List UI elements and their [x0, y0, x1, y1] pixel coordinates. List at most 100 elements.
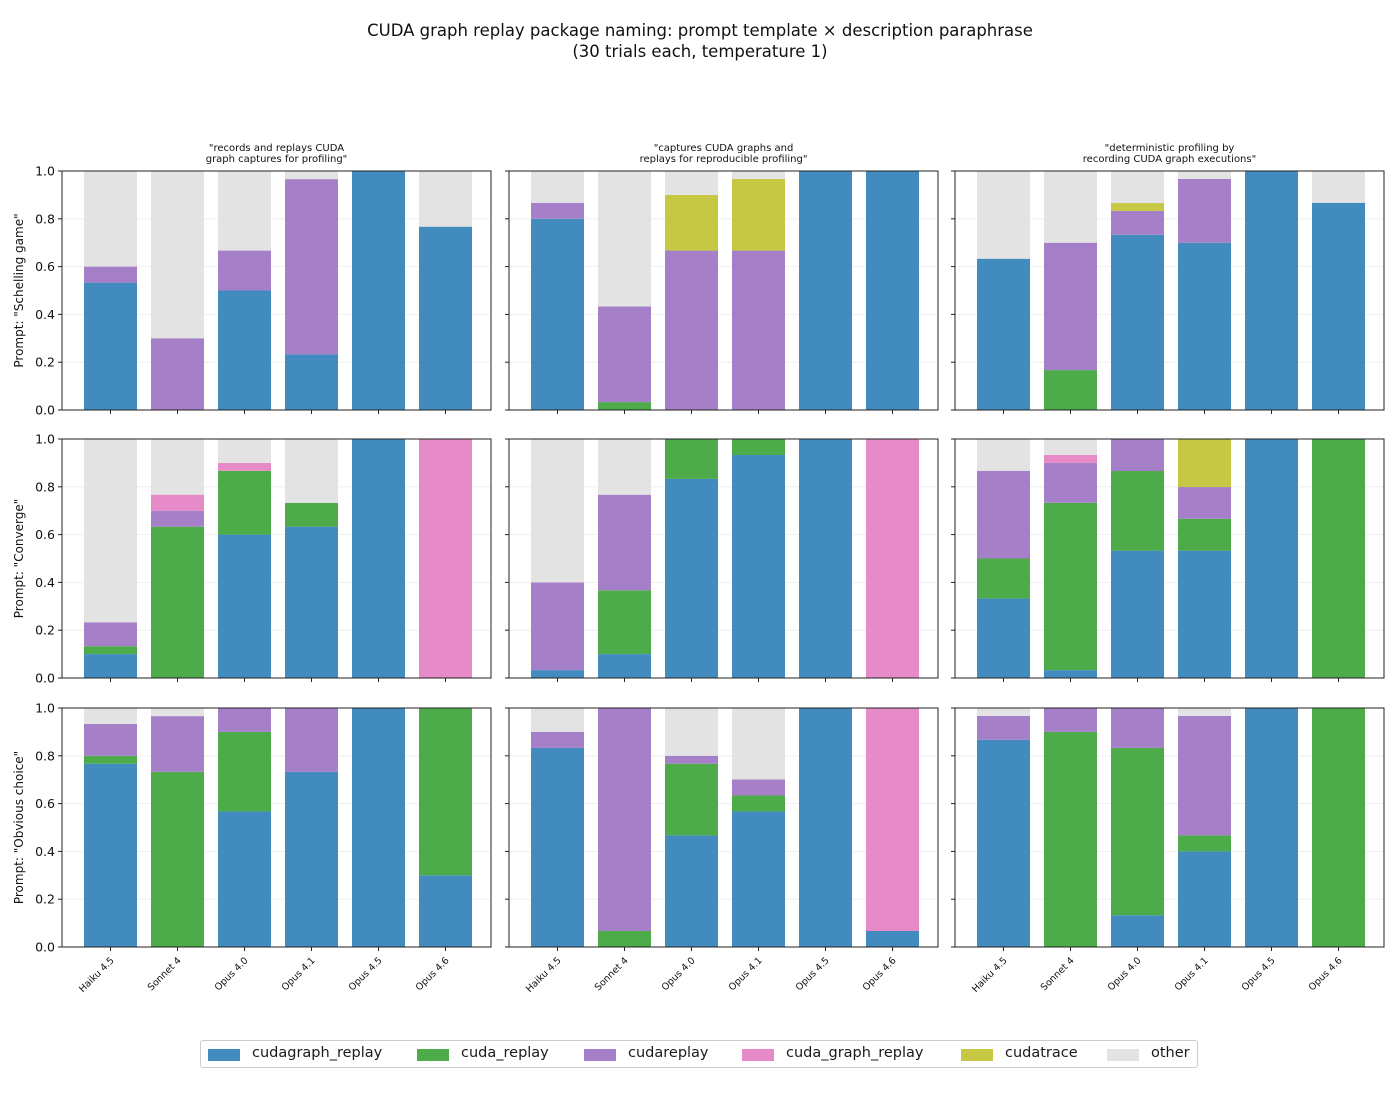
- bar-segment-other: [1312, 171, 1365, 203]
- panel-frame: [61, 438, 492, 679]
- bar-segment-cuda-replay: [285, 502, 338, 527]
- bar-segment-cudagraph-replay: [531, 747, 584, 947]
- bar-segment-cudagraph-replay: [1111, 234, 1164, 410]
- bar-segment-cuda-replay: [84, 755, 137, 764]
- bar-segment-cudareplay: [598, 306, 651, 403]
- chart-subtitle: (30 trials each, temperature 1): [572, 42, 827, 61]
- bar-segment-cudagraph-replay: [84, 282, 137, 410]
- bar-segment-cudareplay: [285, 708, 338, 772]
- bar-segment-cudagraph-replay: [285, 526, 338, 678]
- bar-segment-cudagraph-replay: [799, 171, 852, 410]
- y-tick-label: 0.8: [35, 748, 55, 763]
- bar-segment-cuda-replay: [1178, 518, 1231, 551]
- bar-segment-other: [1044, 171, 1097, 243]
- bar-segment-cudareplay: [84, 724, 137, 756]
- y-tick-label: 0.6: [35, 527, 55, 542]
- bar-segment-cuda-replay: [1312, 439, 1365, 678]
- bar-segment-cudagraph-replay: [1245, 171, 1298, 410]
- column-title: replays for reproducible profiling": [640, 154, 808, 165]
- bar-segment-cuda-replay: [1111, 747, 1164, 916]
- legend-swatch: [742, 1049, 774, 1061]
- legend-label: cuda_replay: [461, 1045, 549, 1061]
- bar-segment-cuda-replay: [1178, 835, 1231, 852]
- bar-segment-cudagraph-replay: [84, 763, 137, 947]
- bar-segment-cuda-replay: [218, 731, 271, 812]
- bar-segment-cuda-replay: [1111, 471, 1164, 551]
- legend-swatch: [961, 1049, 993, 1061]
- bar-segment-other: [977, 708, 1030, 716]
- bar-segment-cudagraph-replay: [732, 455, 785, 678]
- bar-segment-cudagraph-replay: [352, 439, 405, 678]
- bar-segment-cudareplay: [1044, 242, 1097, 371]
- bar-segment-other: [531, 171, 584, 203]
- bar-segment-cudagraph-replay: [1111, 550, 1164, 678]
- bar-segment-cudagraph-replay: [352, 171, 405, 410]
- bar-segment-cudareplay: [531, 731, 584, 748]
- legend-label: cudagraph_replay: [252, 1045, 383, 1061]
- bar-segment-cudagraph-replay: [977, 739, 1030, 947]
- bar-segment-cudareplay: [1178, 178, 1231, 243]
- bar-segment-cudareplay: [218, 708, 271, 732]
- bar-segment-cudagraph-replay: [531, 670, 584, 678]
- bar-segment-other: [732, 171, 785, 179]
- bar-segment-other: [977, 171, 1030, 259]
- bar-segment-cudagraph-replay: [1245, 708, 1298, 947]
- bar-segment-cudareplay: [1111, 708, 1164, 748]
- bar-segment-cudareplay: [732, 779, 785, 796]
- bar-segment-cuda-graph-replay: [419, 439, 472, 678]
- panel-frame: [61, 707, 492, 948]
- column-title: "records and replays CUDA: [209, 143, 344, 154]
- bar-segment-other: [218, 439, 271, 463]
- bar-segment-cudagraph-replay: [419, 226, 472, 410]
- bar-segment-cudagraph-replay: [1245, 439, 1298, 678]
- bar-segment-other: [732, 707, 785, 780]
- column-title: recording CUDA graph executions": [1083, 154, 1256, 165]
- bar-segment-cudagraph-replay: [665, 835, 718, 947]
- panel: 0.0 0.2 0.4 0.6 0.8 1.0: [35, 432, 492, 686]
- bar-segment-cudagraph-replay: [977, 258, 1030, 410]
- bar-segment-cudareplay: [1044, 462, 1097, 503]
- bar-segment-cuda-replay: [732, 439, 785, 456]
- bar-segment-cudagraph-replay: [866, 171, 919, 410]
- y-tick-label: 0.6: [35, 259, 55, 274]
- y-tick-label: 0.4: [35, 575, 55, 590]
- bar-segment-cudareplay: [531, 582, 584, 671]
- panel-frame: [61, 170, 492, 411]
- legend-label: cudareplay: [628, 1045, 709, 1061]
- bar-segment-other: [665, 708, 718, 756]
- bar-segment-cudareplay: [285, 179, 338, 355]
- bar-segment-cudareplay: [531, 202, 584, 219]
- bar-segment-cudagraph-replay: [1178, 550, 1231, 678]
- bar-segment-cudareplay: [1178, 487, 1231, 519]
- y-tick-label: 0.4: [35, 307, 55, 322]
- bar-segment-other: [1178, 171, 1231, 179]
- y-tick-label: 0.4: [35, 844, 55, 859]
- column-title: "deterministic profiling by: [1105, 143, 1235, 154]
- y-tick-label: 1.0: [35, 164, 55, 179]
- bar-segment-other: [1044, 439, 1097, 456]
- bar-segment-cudatrace: [1178, 439, 1231, 488]
- legend-swatch: [584, 1049, 616, 1061]
- y-tick-label: 0.8: [35, 479, 55, 494]
- bar-segment-cuda-replay: [598, 402, 651, 410]
- row-label: Prompt: "Schelling game": [12, 213, 26, 367]
- bar-segment-cudagraph-replay: [1312, 202, 1365, 410]
- row-label: Prompt: "Converge": [12, 499, 26, 618]
- bar-segment-cudareplay: [665, 755, 718, 764]
- panel: Haiku 4.5 Sonnet 4 Opus 4.0 Opus 4.1 Opus 4.…: [505, 707, 939, 995]
- bar-segment-other: [151, 171, 204, 339]
- bar-segment-other: [531, 708, 584, 732]
- bar-segment-cudareplay: [1111, 210, 1164, 235]
- y-tick-label: 1.0: [35, 432, 55, 447]
- column-title: graph captures for profiling": [206, 154, 348, 165]
- panel: [505, 438, 939, 682]
- bar-segment-cuda-replay: [1044, 502, 1097, 671]
- bar-segment-other: [285, 171, 338, 180]
- bar-segment-cudareplay: [1044, 708, 1097, 732]
- bar-segment-other: [1178, 708, 1231, 716]
- bar-segment-cudareplay: [84, 622, 137, 647]
- chart-title: CUDA graph replay package naming: prompt…: [367, 21, 1033, 40]
- legend-swatch: [1107, 1049, 1139, 1061]
